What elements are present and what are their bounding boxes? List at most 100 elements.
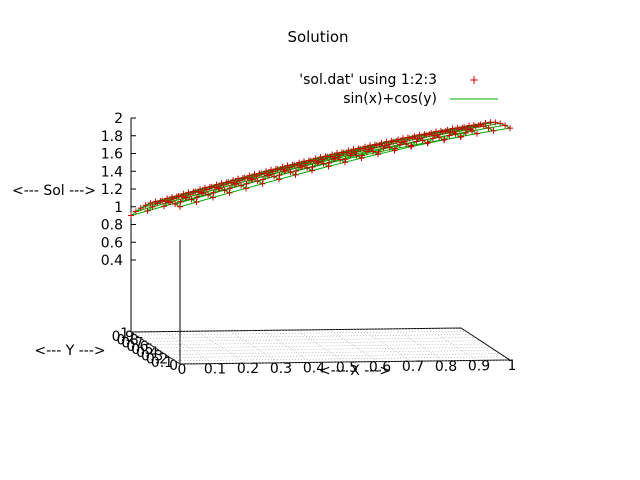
data-point-marker bbox=[347, 152, 354, 159]
data-point-marker bbox=[307, 157, 314, 164]
legend-marker-points: + bbox=[469, 73, 479, 87]
grid-line bbox=[229, 330, 280, 364]
data-point-marker bbox=[326, 160, 332, 167]
data-point-marker bbox=[456, 126, 463, 133]
grid-line bbox=[165, 350, 496, 355]
data-point-marker bbox=[287, 169, 294, 176]
data-point-marker bbox=[269, 168, 276, 175]
grid-line bbox=[140, 334, 471, 339]
x-tick-label: 0.4 bbox=[303, 360, 325, 376]
z-tick-label: 1.8 bbox=[101, 129, 123, 145]
data-point-marker bbox=[159, 197, 166, 204]
data-point-marker bbox=[180, 190, 187, 197]
data-point-marker bbox=[142, 202, 149, 209]
x-tick-label: 0.3 bbox=[270, 361, 292, 377]
data-point-marker bbox=[286, 164, 293, 171]
grid-line bbox=[145, 337, 476, 342]
data-point-marker bbox=[419, 137, 426, 144]
data-point-marker bbox=[154, 200, 161, 207]
data-point-marker bbox=[164, 195, 171, 202]
data-point-marker bbox=[177, 203, 183, 210]
data-point-marker bbox=[254, 178, 261, 185]
data-point-marker bbox=[225, 179, 232, 186]
data-point-marker bbox=[281, 168, 288, 175]
data-point-marker bbox=[194, 194, 200, 201]
data-point-marker bbox=[182, 194, 189, 201]
data-point-marker bbox=[375, 149, 382, 156]
data-point-marker bbox=[220, 182, 227, 189]
x-tick-label: 1 bbox=[508, 358, 517, 374]
legend: 'sol.dat' using 1:2:3 + sin(x)+cos(y) bbox=[299, 72, 498, 107]
y-tick-label: 0.2 bbox=[146, 352, 168, 368]
data-point-marker bbox=[205, 191, 212, 198]
data-point-marker bbox=[188, 196, 195, 203]
data-point-marker bbox=[433, 128, 439, 135]
data-point-marker bbox=[466, 122, 472, 129]
z-tick-label: 2 bbox=[114, 111, 123, 127]
z-tick-label: 0.8 bbox=[101, 218, 123, 234]
data-point-marker bbox=[439, 129, 446, 136]
data-point-marker bbox=[490, 127, 497, 134]
data-point-marker bbox=[345, 147, 352, 154]
data-point-marker bbox=[357, 145, 364, 152]
data-point-marker bbox=[362, 143, 369, 150]
y-tick-label: 0.6 bbox=[126, 339, 148, 355]
data-point-marker bbox=[380, 145, 387, 152]
data-point-marker bbox=[147, 200, 154, 207]
data-point-marker bbox=[413, 138, 420, 145]
y-tick-label: 0.1 bbox=[151, 355, 173, 371]
data-point-marker bbox=[487, 119, 494, 126]
data-point-marker bbox=[132, 208, 139, 215]
data-point-marker bbox=[340, 149, 347, 156]
data-point-marker bbox=[398, 139, 405, 146]
x-tick-label: 0.8 bbox=[435, 359, 457, 375]
data-point-marker bbox=[451, 129, 458, 136]
grid-line bbox=[361, 328, 412, 362]
data-point-marker bbox=[246, 172, 253, 179]
legend-label-lines: sin(x)+cos(y) bbox=[343, 91, 437, 107]
data-point-marker bbox=[231, 181, 238, 188]
grid-line bbox=[394, 328, 445, 362]
data-point-marker bbox=[320, 160, 327, 167]
data-point-marker bbox=[385, 141, 392, 148]
data-point-marker bbox=[258, 170, 265, 177]
y-tick-label: 0.3 bbox=[141, 348, 163, 364]
data-point-marker bbox=[446, 132, 453, 139]
data-point-marker bbox=[444, 126, 451, 133]
data-point-marker bbox=[386, 144, 393, 151]
data-point-marker bbox=[221, 187, 228, 194]
data-point-marker bbox=[279, 163, 286, 170]
z-tick-label: 0.6 bbox=[101, 235, 123, 251]
data-point-marker bbox=[260, 176, 266, 183]
data-point-marker bbox=[299, 162, 306, 169]
y-tick-label: 0 bbox=[169, 358, 178, 374]
data-point-marker bbox=[230, 177, 237, 184]
grid-line bbox=[160, 346, 491, 352]
axes: 0.40.60.811.21.41.61.820 0.1 0.2 0.3 0.4 0.5 0… bbox=[101, 111, 517, 378]
grid-line bbox=[135, 330, 466, 336]
x-tick-label: 0 bbox=[178, 362, 187, 378]
data-point-marker bbox=[370, 148, 377, 155]
data-point-marker bbox=[434, 131, 441, 138]
y-tick-label: 0.5 bbox=[131, 342, 153, 358]
surface bbox=[128, 119, 513, 219]
data-point-marker bbox=[485, 125, 492, 132]
data-point-marker bbox=[390, 138, 397, 145]
data-point-marker bbox=[406, 135, 413, 142]
y-tick-label: 0.9 bbox=[112, 329, 134, 345]
data-point-marker bbox=[403, 141, 410, 148]
data-point-marker bbox=[172, 200, 179, 207]
data-point-marker bbox=[507, 125, 513, 132]
data-point-marker bbox=[266, 171, 273, 178]
data-point-marker bbox=[177, 198, 184, 205]
data-point-marker bbox=[408, 142, 415, 149]
x-tick-label: 0.6 bbox=[369, 360, 391, 376]
x-tick-label: 0.9 bbox=[468, 358, 490, 374]
data-point-marker bbox=[418, 134, 425, 141]
grid-line bbox=[163, 331, 214, 364]
data-point-marker bbox=[482, 119, 489, 126]
base-grid bbox=[130, 327, 511, 365]
data-point-marker bbox=[312, 155, 319, 162]
data-point-marker bbox=[337, 156, 344, 163]
x-tick-label: 0.2 bbox=[237, 361, 259, 377]
